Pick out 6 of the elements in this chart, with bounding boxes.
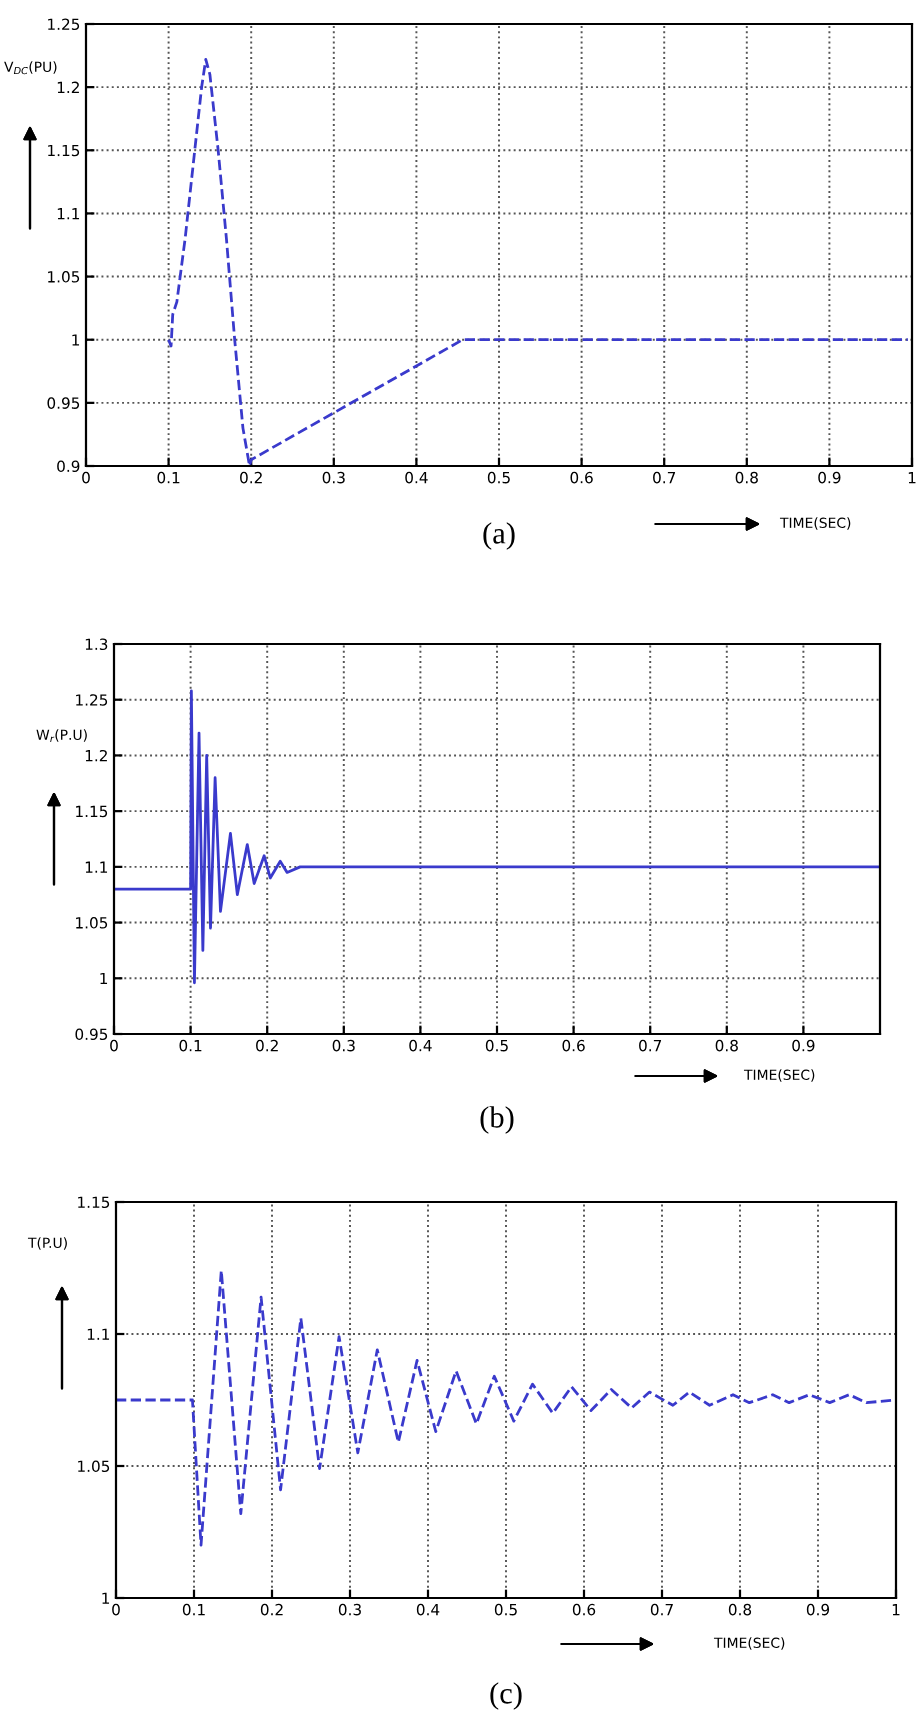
line-series — [114, 689, 880, 985]
line-series — [116, 1269, 896, 1547]
text: (b) — [480, 1106, 514, 1134]
text: (a) — [483, 522, 515, 550]
text: (c) — [490, 1682, 522, 1710]
line-series — [167, 57, 910, 466]
